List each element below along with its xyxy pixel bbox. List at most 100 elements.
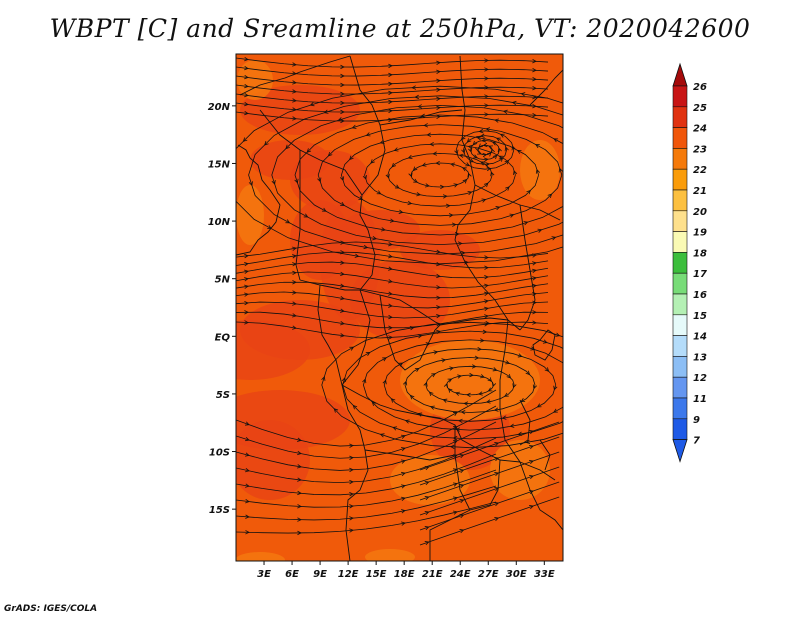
streamline-arrow xyxy=(485,399,491,404)
streamline-arrow xyxy=(264,141,269,146)
streamline-arrow xyxy=(553,138,559,143)
streamline-arrow xyxy=(351,124,357,129)
streamline-arrow xyxy=(486,151,492,157)
streamline xyxy=(236,405,497,459)
longitude-axis: 3E 6E 9E 12E 15E 18E 21E 24E 27E 30E 33E xyxy=(257,561,555,580)
streamline-arrow xyxy=(460,135,466,141)
streamline-arrow xyxy=(474,355,480,360)
streamline-arrow xyxy=(244,110,249,116)
streamline-arrow xyxy=(490,171,495,177)
grads-credit: GrADS: IGES/COLA xyxy=(4,604,98,614)
lon-tick-label: 30E xyxy=(506,569,527,580)
streamline-arrow xyxy=(520,92,526,97)
streamline-arrow xyxy=(409,326,415,331)
streamline-arrow xyxy=(392,426,398,431)
streamline-arrow xyxy=(555,332,561,337)
streamline-arrow xyxy=(292,80,297,85)
streamline-arrow xyxy=(371,401,377,407)
streamline-arrow xyxy=(460,250,466,256)
streamline-arrow xyxy=(400,434,406,439)
streamline-arrow xyxy=(452,468,458,473)
streamline-arrow xyxy=(532,310,537,315)
streamline-arrow xyxy=(398,209,404,214)
streamline-arrow xyxy=(494,517,500,522)
streamline-arrow xyxy=(416,192,422,197)
streamline-arrow xyxy=(532,300,537,305)
streamline-arrow xyxy=(587,420,591,423)
colorbar-segment xyxy=(672,272,688,295)
streamline-arrow xyxy=(478,391,483,396)
streamline-arrow xyxy=(452,454,458,459)
colorbar-segment xyxy=(672,148,688,170)
streamline-arrow xyxy=(463,260,469,265)
streamline-arrow xyxy=(389,218,395,223)
streamline-arrow xyxy=(349,346,355,351)
streamline-arrow xyxy=(394,184,400,189)
streamline-arrow xyxy=(303,213,309,218)
lon-tick-label: 27E xyxy=(478,569,499,580)
lat-tick-label: 10S xyxy=(209,448,230,459)
streamline-arrow xyxy=(505,186,510,191)
streamline-arrow xyxy=(466,392,471,398)
streamline-arrow xyxy=(245,467,250,473)
streamline-arrow xyxy=(442,398,448,403)
streamline-arrow xyxy=(532,253,537,258)
streamline xyxy=(271,104,563,246)
streamline-arrow xyxy=(401,521,406,526)
lon-tick-label: 21E xyxy=(422,569,443,580)
streamline-arrow xyxy=(485,321,491,326)
streamline-arrow xyxy=(297,517,302,522)
streamline-arrow xyxy=(520,398,526,403)
streamline-arrow xyxy=(388,335,393,340)
streamline xyxy=(236,501,497,534)
streamline-arrow xyxy=(244,83,249,89)
streamline-arrow xyxy=(481,198,487,203)
streamline-arrow xyxy=(349,479,354,485)
streamline-arrow xyxy=(321,376,326,381)
streamlines xyxy=(236,56,598,546)
streamline-arrow xyxy=(467,144,473,150)
streamline-arrow xyxy=(448,213,454,218)
country-border xyxy=(341,384,521,463)
latitude-axis: 20N 15N 10N 5N EQ 5S 10S 15S xyxy=(208,102,236,516)
country-border xyxy=(439,317,509,326)
colorbar-segment xyxy=(672,314,688,336)
streamline-arrow xyxy=(547,193,553,199)
streamline-arrow xyxy=(292,116,297,121)
streamline-arrow xyxy=(532,283,537,289)
streamline-arrow xyxy=(484,112,489,117)
lon-tick-label: 24E xyxy=(450,569,471,580)
colorbar-label: 21 xyxy=(693,186,707,197)
streamline-arrow xyxy=(572,133,576,136)
streamline-arrow xyxy=(485,127,491,132)
streamline-arrow xyxy=(551,236,557,241)
streamline-arrow xyxy=(436,96,441,102)
streamline xyxy=(236,453,497,496)
streamline-arrow xyxy=(349,155,354,161)
streamline-arrow xyxy=(403,380,408,386)
streamline-arrow xyxy=(497,147,502,153)
streamline xyxy=(236,469,497,508)
streamline-arrow xyxy=(490,148,495,154)
streamline-arrow xyxy=(424,481,430,486)
streamline-arrow xyxy=(292,89,297,94)
streamline-arrow xyxy=(450,162,455,167)
streamline-arrow xyxy=(414,367,420,372)
streamline-arrow xyxy=(595,388,598,392)
streamline-arrow xyxy=(443,382,449,388)
colorbar-label: 24 xyxy=(693,124,707,135)
streamline-arrow xyxy=(407,154,413,160)
streamline-arrow xyxy=(349,504,354,509)
streamline-arrow xyxy=(340,283,345,288)
lat-tick-label: 5N xyxy=(215,275,231,286)
cool-patch xyxy=(520,140,560,200)
streamline-arrow xyxy=(425,342,431,347)
streamline-arrow xyxy=(529,460,534,465)
colorbar-segment xyxy=(672,293,688,316)
streamline-arrow xyxy=(292,254,297,259)
streamline-arrow xyxy=(526,189,531,195)
streamline-arrow xyxy=(400,459,406,464)
streamline-arrow xyxy=(349,491,354,497)
streamline-arrow xyxy=(292,290,297,295)
colorbar-label: 22 xyxy=(693,165,707,176)
